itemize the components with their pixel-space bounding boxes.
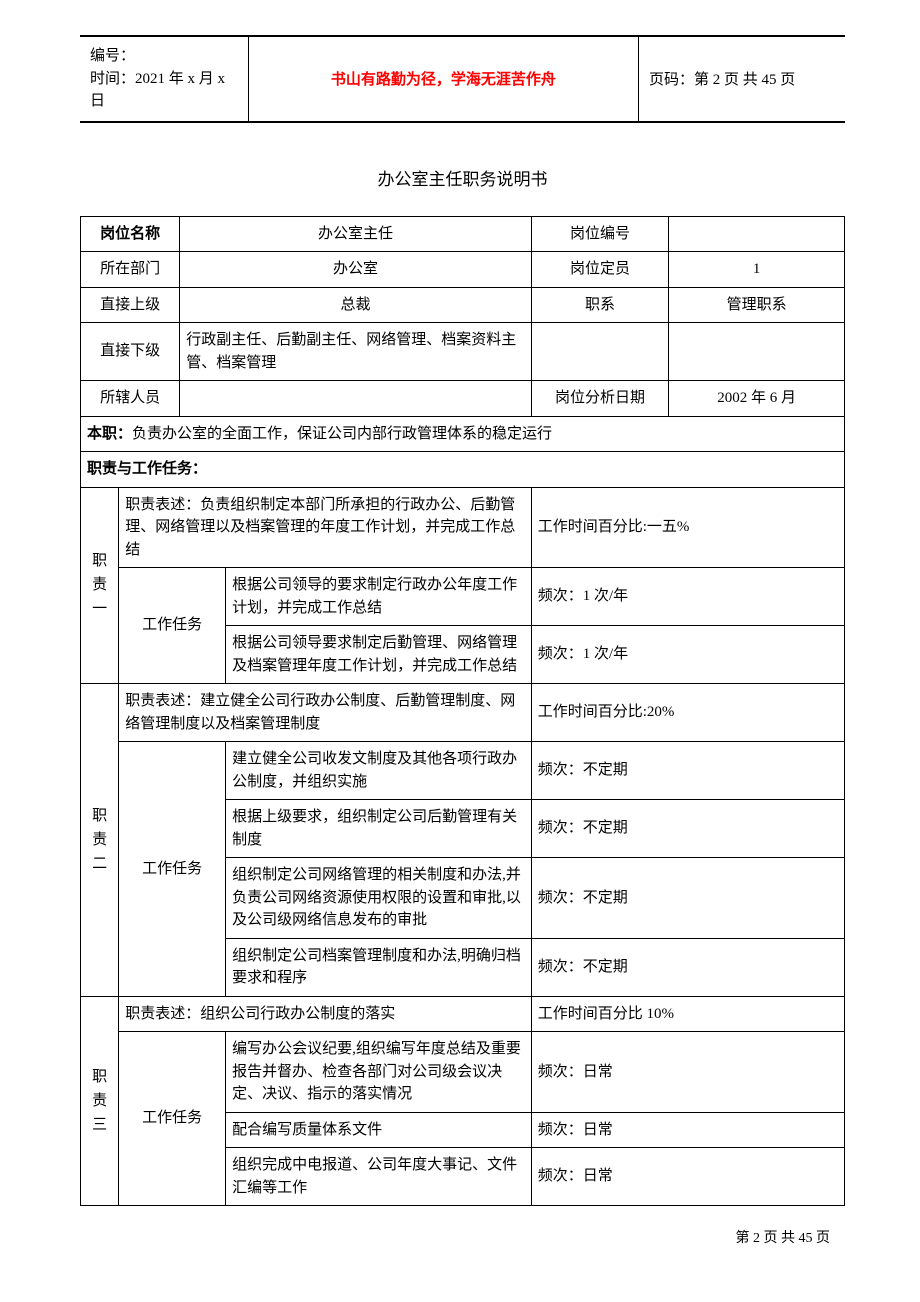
page-container: 编号： 时间：2021 年 x 月 x 日 书山有路勤为径，学海无涯苦作舟 页码… — [0, 0, 920, 1246]
z2-vertical-label: 职 责 二 — [81, 684, 119, 997]
info-row-4: 直接下级 行政副主任、后勤副主任、网络管理、档案资料主管、档案管理 — [81, 323, 845, 381]
value-department: 办公室 — [180, 252, 531, 288]
value-superior: 总裁 — [180, 287, 531, 323]
z3-percent: 工作时间百分比 10% — [531, 996, 844, 1032]
info-row-5: 所辖人员 岗位分析日期 2002 年 6 月 — [81, 381, 845, 417]
z3-task-1-row: 工作任务 编写办公会议纪要,组织编写年度总结及重要报告并督办、检查各部门对公司级… — [81, 1032, 845, 1113]
z2-char-2: 责 — [87, 828, 112, 852]
z3-desc-row: 职 责 三 职责表述：组织公司行政办公制度的落实 工作时间百分比 10% — [81, 996, 845, 1032]
z3-task-1-freq: 频次：日常 — [531, 1032, 844, 1113]
job-description-table: 岗位名称 办公室主任 岗位编号 所在部门 办公室 岗位定员 1 直接上级 总裁 … — [80, 216, 845, 1207]
z2-percent: 工作时间百分比:20% — [531, 684, 844, 742]
z2-task-2: 根据上级要求，组织制定公司后勤管理有关制度 — [226, 800, 532, 858]
value-analysis-date: 2002 年 6 月 — [669, 381, 845, 417]
z2-task-label: 工作任务 — [119, 742, 226, 997]
info-row-3: 直接上级 总裁 职系 管理职系 — [81, 287, 845, 323]
header-motto: 书山有路勤为径，学海无涯苦作舟 — [248, 37, 638, 122]
z3-task-3-freq: 频次：日常 — [531, 1148, 844, 1206]
z1-desc-label: 职责表述： — [125, 497, 200, 513]
z1-char-3: 一 — [87, 597, 112, 621]
label-headcount: 岗位定员 — [531, 252, 669, 288]
z2-task-1-freq: 频次：不定期 — [531, 742, 844, 800]
z3-task-1: 编写办公会议纪要,组织编写年度总结及重要报告并督办、检查各部门对公司级会议决定、… — [226, 1032, 532, 1113]
z2-char-3: 二 — [87, 852, 112, 876]
z2-task-1-row: 工作任务 建立健全公司收发文制度及其他各项行政办公制度，并组织实施 频次：不定期 — [81, 742, 845, 800]
benzhi-cell: 本职：负责办公室的全面工作，保证公司内部行政管理体系的稳定运行 — [81, 416, 845, 452]
document-title: 办公室主任职务说明书 — [80, 165, 845, 190]
z2-task-4: 组织制定公司档案管理制度和办法,明确归档要求和程序 — [226, 938, 532, 996]
label-personnel: 所辖人员 — [81, 381, 180, 417]
benzhi-label: 本职： — [87, 426, 132, 442]
value-headcount: 1 — [669, 252, 845, 288]
code-label: 编号： — [90, 48, 135, 64]
z3-task-2: 配合编写质量体系文件 — [226, 1112, 532, 1148]
header-left-cell: 编号： 时间：2021 年 x 月 x 日 — [80, 37, 248, 122]
z3-desc-label: 职责表述： — [125, 1006, 200, 1022]
z1-char-2: 责 — [87, 573, 112, 597]
z3-task-label: 工作任务 — [119, 1032, 226, 1206]
zhize-header: 职责与工作任务： — [81, 452, 845, 488]
value-job-family: 管理职系 — [669, 287, 845, 323]
z1-vertical-label: 职 责 一 — [81, 487, 119, 684]
page-value: 第 2 页 共 45 页 — [694, 72, 795, 88]
z3-desc-text: 组织公司行政办公制度的落实 — [200, 1006, 395, 1022]
empty-4-4 — [669, 323, 845, 381]
time-label: 时间： — [90, 71, 135, 87]
benzhi-row: 本职：负责办公室的全面工作，保证公司内部行政管理体系的稳定运行 — [81, 416, 845, 452]
label-department: 所在部门 — [81, 252, 180, 288]
value-subordinate: 行政副主任、后勤副主任、网络管理、档案资料主管、档案管理 — [180, 323, 531, 381]
z2-task-3-freq: 频次：不定期 — [531, 858, 844, 939]
z1-task-2: 根据公司领导要求制定后勤管理、网络管理及档案管理年度工作计划，并完成工作总结 — [226, 626, 532, 684]
header-right-cell: 页码：第 2 页 共 45 页 — [638, 37, 845, 122]
z1-task-label: 工作任务 — [119, 568, 226, 684]
z2-task-2-freq: 频次：不定期 — [531, 800, 844, 858]
benzhi-text: 负责办公室的全面工作，保证公司内部行政管理体系的稳定运行 — [132, 426, 552, 442]
label-position-name: 岗位名称 — [81, 216, 180, 252]
z2-desc-row: 职 责 二 职责表述：建立健全公司行政办公制度、后勤管理制度、网络管理制度以及档… — [81, 684, 845, 742]
label-position-code: 岗位编号 — [531, 216, 669, 252]
zhize-header-row: 职责与工作任务： — [81, 452, 845, 488]
z2-task-4-freq: 频次：不定期 — [531, 938, 844, 996]
z2-char-1: 职 — [87, 804, 112, 828]
z3-char-1: 职 — [87, 1065, 112, 1089]
z2-desc-label: 职责表述： — [125, 693, 200, 709]
z1-desc: 职责表述：负责组织制定本部门所承担的行政办公、后勤管理、网络管理以及档案管理的年… — [119, 487, 532, 568]
label-analysis-date: 岗位分析日期 — [531, 381, 669, 417]
page-footer: 第 2 页 共 45 页 — [736, 1227, 831, 1247]
info-row-2: 所在部门 办公室 岗位定员 1 — [81, 252, 845, 288]
z1-task-2-freq: 频次：1 次/年 — [531, 626, 844, 684]
z1-char-1: 职 — [87, 549, 112, 573]
z1-task-1-freq: 频次：1 次/年 — [531, 568, 844, 626]
z3-task-3: 组织完成中电报道、公司年度大事记、文件汇编等工作 — [226, 1148, 532, 1206]
label-job-family: 职系 — [531, 287, 669, 323]
z1-task-1-row: 工作任务 根据公司领导的要求制定行政办公年度工作计划，并完成工作总结 频次：1 … — [81, 568, 845, 626]
page-label: 页码： — [649, 72, 694, 88]
z2-task-1: 建立健全公司收发文制度及其他各项行政办公制度，并组织实施 — [226, 742, 532, 800]
value-position-code — [669, 216, 845, 252]
z3-char-3: 三 — [87, 1113, 112, 1137]
value-personnel — [180, 381, 531, 417]
z1-desc-row: 职 责 一 职责表述：负责组织制定本部门所承担的行政办公、后勤管理、网络管理以及… — [81, 487, 845, 568]
z1-percent: 工作时间百分比:一五% — [531, 487, 844, 568]
label-superior: 直接上级 — [81, 287, 180, 323]
z3-char-2: 责 — [87, 1089, 112, 1113]
z3-task-2-freq: 频次：日常 — [531, 1112, 844, 1148]
empty-4-3 — [531, 323, 669, 381]
z3-desc: 职责表述：组织公司行政办公制度的落实 — [119, 996, 532, 1032]
value-position-name: 办公室主任 — [180, 216, 531, 252]
z3-vertical-label: 职 责 三 — [81, 996, 119, 1206]
z2-task-3: 组织制定公司网络管理的相关制度和办法,并负责公司网络资源使用权限的设置和审批,以… — [226, 858, 532, 939]
document-header: 编号： 时间：2021 年 x 月 x 日 书山有路勤为径，学海无涯苦作舟 页码… — [80, 37, 845, 123]
label-subordinate: 直接下级 — [81, 323, 180, 381]
info-row-1: 岗位名称 办公室主任 岗位编号 — [81, 216, 845, 252]
z2-desc: 职责表述：建立健全公司行政办公制度、后勤管理制度、网络管理制度以及档案管理制度 — [119, 684, 532, 742]
z1-task-1: 根据公司领导的要求制定行政办公年度工作计划，并完成工作总结 — [226, 568, 532, 626]
